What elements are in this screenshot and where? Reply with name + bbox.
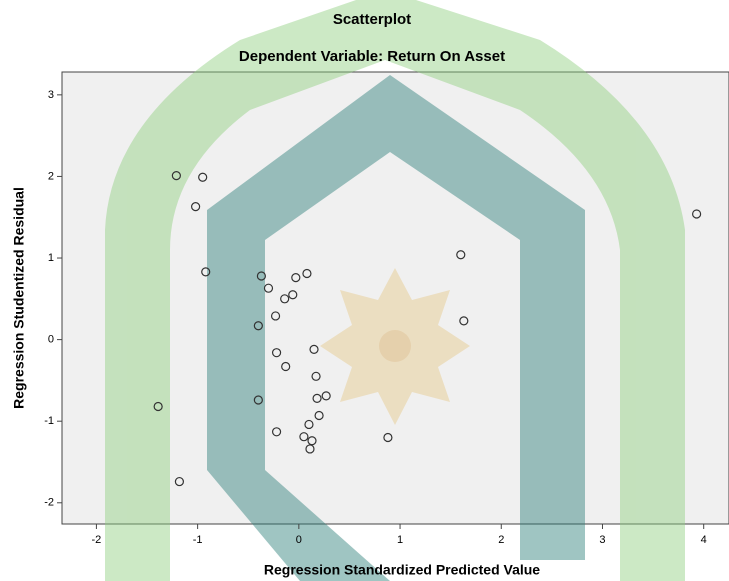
x-axis-label: Regression Standardized Predicted Value <box>264 562 540 578</box>
y-tick-label: -2 <box>44 497 54 509</box>
y-axis-label: Regression Studentized Residual <box>11 187 27 409</box>
x-tick-label: 3 <box>599 534 605 546</box>
y-tick-label: 3 <box>48 89 54 101</box>
x-tick-label: -1 <box>193 534 203 546</box>
chart: Scatterplot Dependent Variable: Return O… <box>0 0 729 581</box>
y-tick-label: -1 <box>44 415 54 427</box>
x-tick-label: -2 <box>92 534 102 546</box>
y-tick-label: 0 <box>48 334 54 346</box>
y-tick-label: 2 <box>48 170 54 182</box>
x-tick-label: 1 <box>397 534 403 546</box>
chart-title: Scatterplot <box>333 11 411 28</box>
x-tick-label: 4 <box>701 534 707 546</box>
chart-subtitle: Dependent Variable: Return On Asset <box>239 48 505 65</box>
x-tick-label: 2 <box>498 534 504 546</box>
y-tick-label: 1 <box>48 252 54 264</box>
x-tick-label: 0 <box>296 534 302 546</box>
